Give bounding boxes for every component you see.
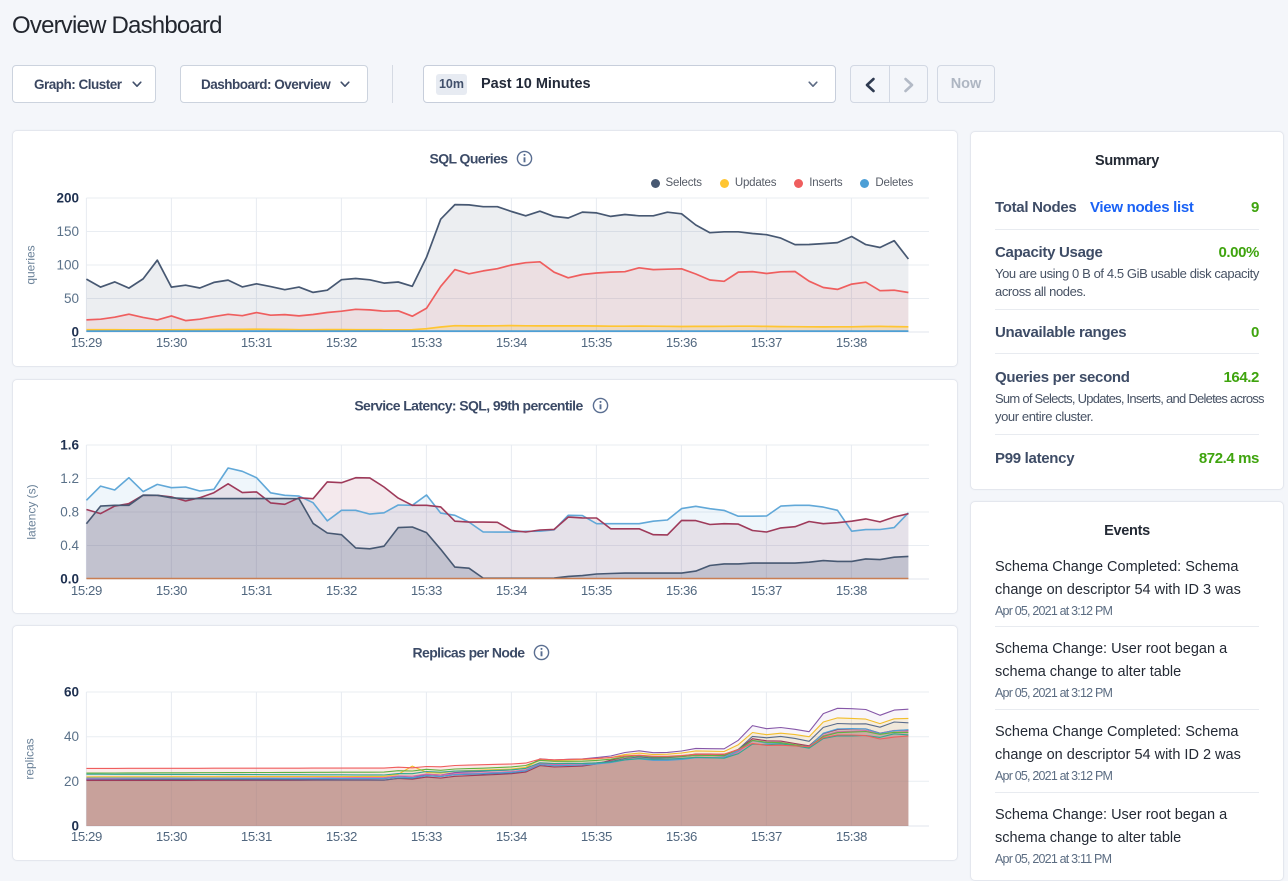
svg-text:40: 40 (64, 729, 79, 744)
svg-text:15:33: 15:33 (411, 335, 442, 350)
svg-text:0: 0 (71, 819, 79, 834)
svg-text:15:31: 15:31 (241, 583, 272, 598)
svg-text:15:34: 15:34 (496, 829, 527, 844)
svg-text:15:34: 15:34 (496, 335, 527, 350)
svg-text:20: 20 (64, 774, 79, 789)
svg-text:200: 200 (56, 191, 79, 206)
svg-text:15:35: 15:35 (581, 583, 612, 598)
svg-text:15:30: 15:30 (156, 583, 187, 598)
svg-text:15:32: 15:32 (326, 829, 357, 844)
svg-text:15:36: 15:36 (666, 583, 697, 598)
svg-text:15:33: 15:33 (411, 583, 442, 598)
svg-text:15:33: 15:33 (411, 829, 442, 844)
svg-text:1.6: 1.6 (60, 438, 79, 453)
svg-text:1.2: 1.2 (60, 471, 79, 486)
svg-text:0.0: 0.0 (60, 572, 79, 587)
svg-text:15:30: 15:30 (156, 335, 187, 350)
svg-text:50: 50 (64, 291, 79, 306)
svg-text:15:35: 15:35 (581, 829, 612, 844)
svg-text:15:29: 15:29 (71, 335, 102, 350)
svg-text:15:31: 15:31 (241, 335, 272, 350)
svg-text:15:37: 15:37 (751, 583, 782, 598)
svg-text:150: 150 (56, 224, 79, 239)
svg-text:0.4: 0.4 (60, 538, 79, 553)
svg-text:15:35: 15:35 (581, 335, 612, 350)
svg-text:15:30: 15:30 (156, 829, 187, 844)
svg-text:15:37: 15:37 (751, 829, 782, 844)
svg-text:15:38: 15:38 (836, 583, 867, 598)
svg-text:0.8: 0.8 (60, 505, 79, 520)
svg-text:15:37: 15:37 (751, 335, 782, 350)
svg-text:15:34: 15:34 (496, 583, 527, 598)
svg-text:15:38: 15:38 (836, 829, 867, 844)
svg-text:15:31: 15:31 (241, 829, 272, 844)
svg-text:15:29: 15:29 (71, 829, 102, 844)
svg-text:15:32: 15:32 (326, 583, 357, 598)
svg-text:15:38: 15:38 (836, 335, 867, 350)
svg-text:0: 0 (71, 325, 79, 340)
svg-text:100: 100 (56, 258, 79, 273)
svg-text:15:36: 15:36 (666, 335, 697, 350)
svg-text:60: 60 (64, 685, 79, 700)
svg-text:15:36: 15:36 (666, 829, 697, 844)
svg-text:15:32: 15:32 (326, 335, 357, 350)
svg-text:15:29: 15:29 (71, 583, 102, 598)
